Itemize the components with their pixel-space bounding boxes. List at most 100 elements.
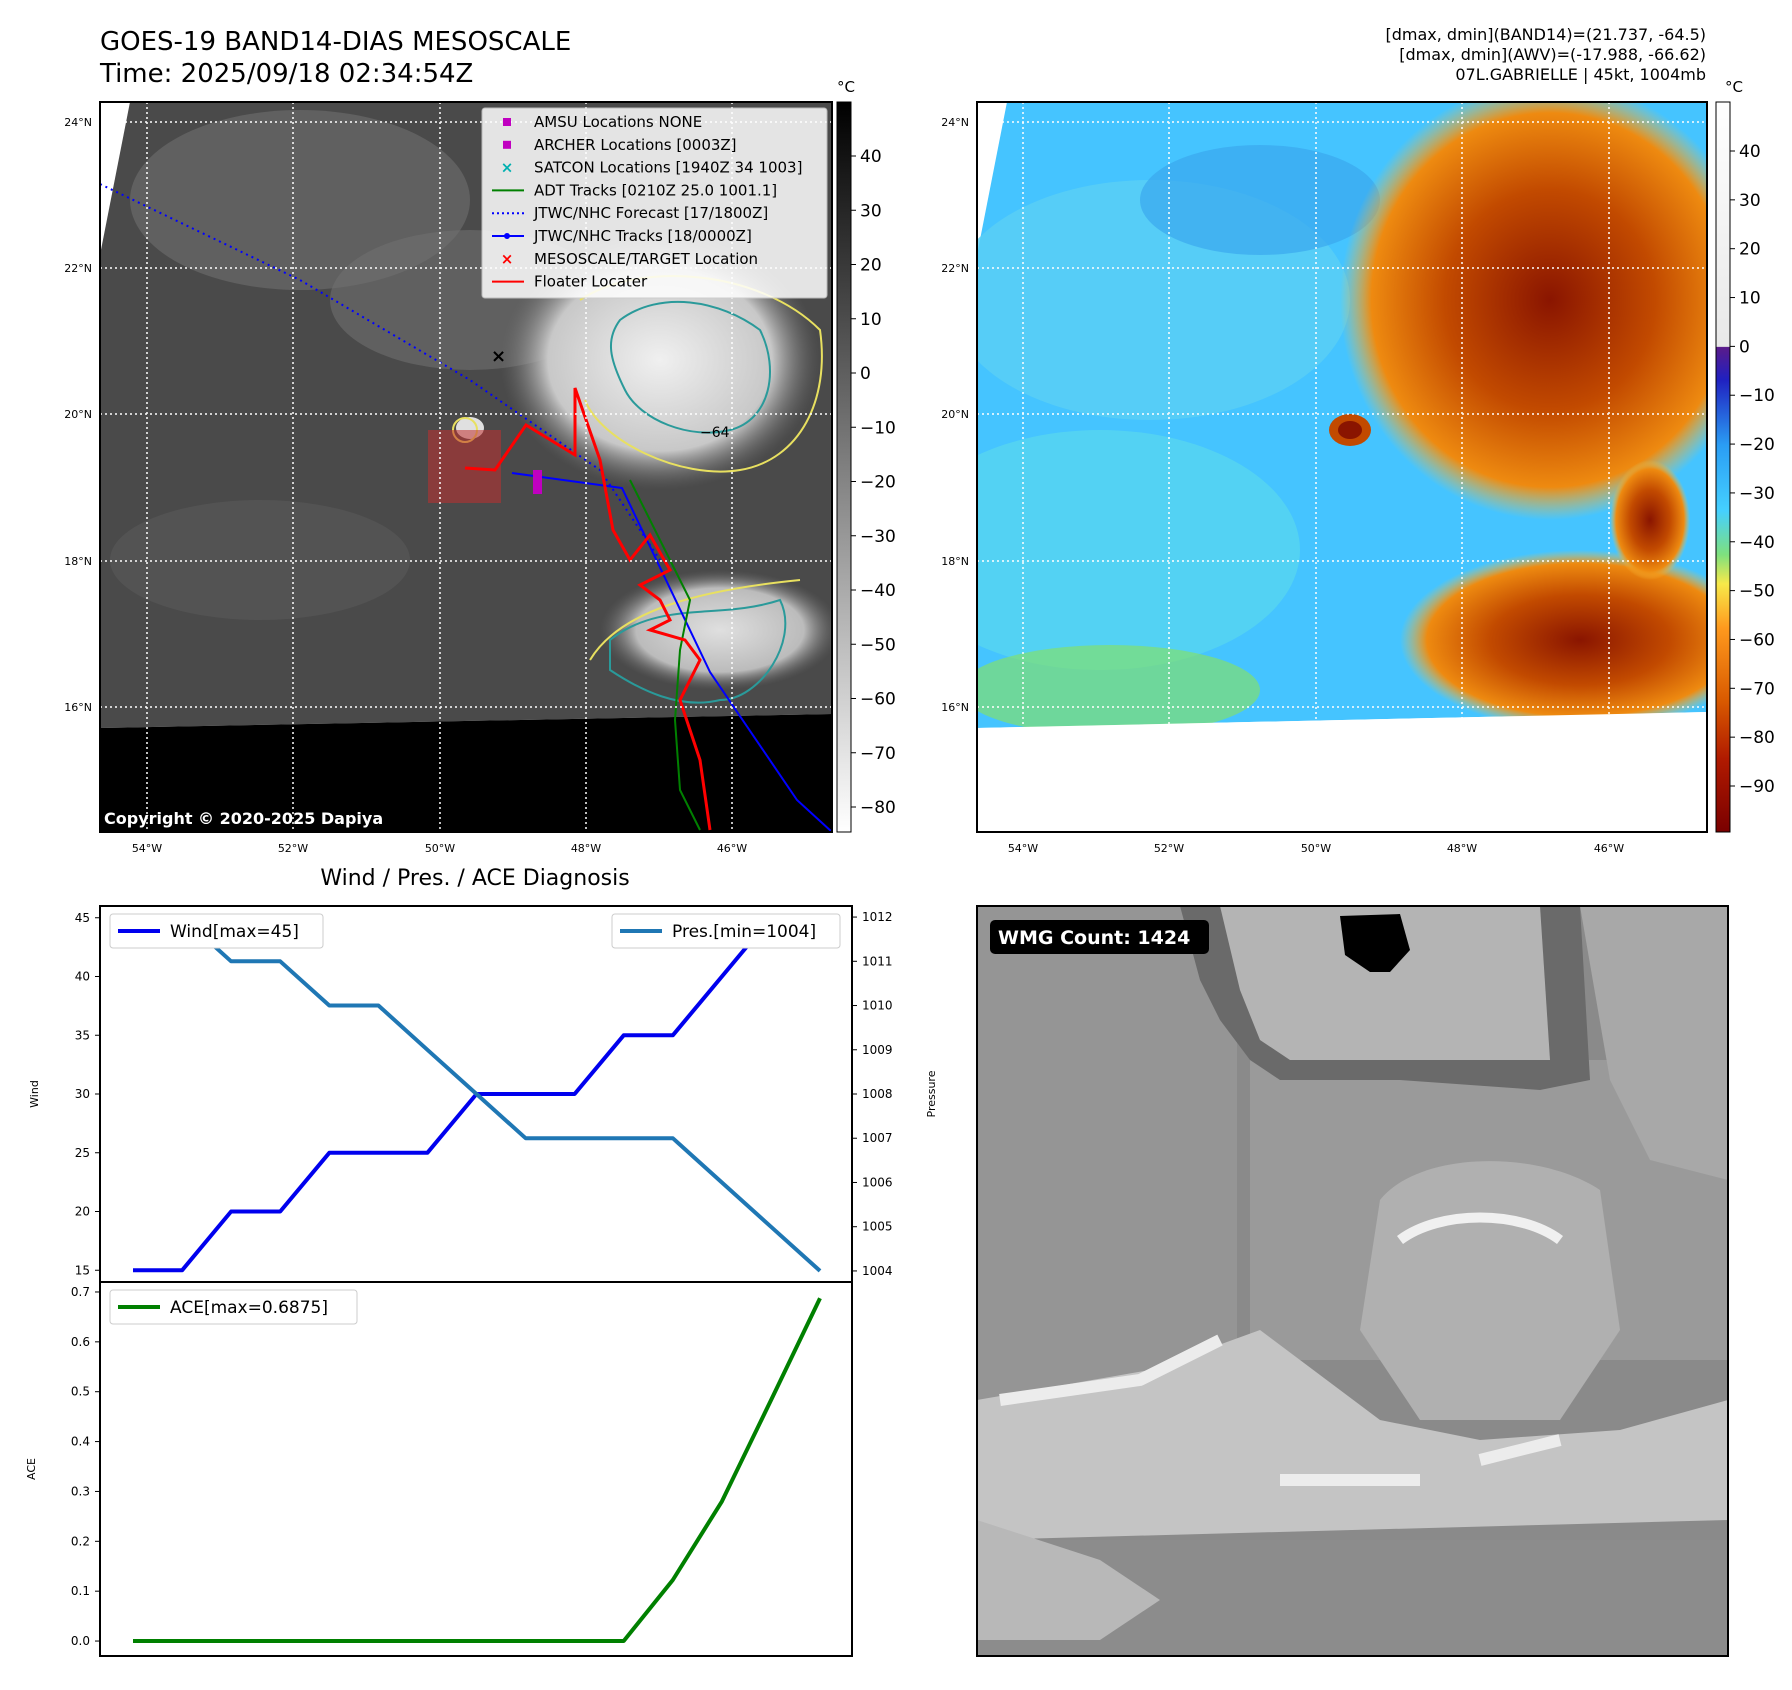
ace-legend: ACE[max=0.6875] [109, 1289, 358, 1325]
lon-label: 46°W [1594, 842, 1624, 855]
wind-pres-chart: Wind Pressure 15 20 25 30 35 40 45 1004 1005 1006… [28, 905, 938, 1283]
lon-label: 52°W [278, 842, 308, 855]
ir-colorbar-tick-label: −70 [860, 744, 896, 764]
legend-label: Floater Locater [534, 273, 648, 291]
awv-colorbar-tick-label: 20 [1739, 240, 1761, 260]
ir-colorbar-tick-label: −40 [860, 581, 896, 601]
pressure-axis-label: Pressure [925, 1070, 938, 1117]
lon-label: 52°W [1154, 842, 1184, 855]
wind-legend-label: Wind[max=45] [170, 922, 299, 942]
awv-gridlines [977, 102, 1707, 832]
y-tick-label: 40 [75, 970, 90, 984]
legend-label: JTWC/NHC Tracks [18/0000Z] [533, 227, 752, 245]
ir-colorbar-tick-label: 30 [860, 201, 882, 221]
y-tick-label: 0.5 [71, 1385, 90, 1399]
y-tick-label: 25 [75, 1146, 90, 1160]
awv-colorbar: °C 40 30 20 10 0 −10 −20 −30 −40 −50 −60 −70 −80 −90 [1715, 78, 1775, 833]
ir-colorbar-tick-label: 0 [860, 364, 871, 384]
ir-colorbar-tick-label: −30 [860, 527, 896, 547]
lon-label: 54°W [1008, 842, 1038, 855]
ir-colorbar-tick-label: −50 [860, 635, 896, 655]
awv-colorbar-tick-label: 0 [1739, 337, 1750, 357]
awv-colorbar-tick-label: −20 [1739, 435, 1775, 455]
ir-map-panel: −64 × 24°N 22°N 20°N 18°N [64, 78, 896, 855]
legend-marker-square [503, 140, 511, 149]
ir-colorbar-tick-label: −20 [860, 473, 896, 493]
lon-label: 48°W [1447, 842, 1477, 855]
y-tick-label: 20 [75, 1205, 90, 1219]
y-right-tick-label: 1012 [862, 910, 893, 924]
legend-label: JTWC/NHC Forecast [17/1800Z] [533, 204, 768, 222]
y-tick-label: 30 [75, 1087, 90, 1101]
awv-colorbar-tick-label: −30 [1739, 484, 1775, 504]
legend-label: ARCHER Locations [0003Z] [534, 136, 737, 154]
y-tick-label: 0.0 [71, 1634, 90, 1648]
awv-colorbar-tick-label: 30 [1739, 191, 1761, 211]
ir-colorbar-tick-label: −80 [860, 798, 896, 818]
wind-axis-label: Wind [28, 1080, 41, 1108]
y-tick-label: 45 [75, 911, 90, 925]
lat-label: 16°N [941, 701, 969, 714]
lon-label: 54°W [132, 842, 162, 855]
legend-label: SATCON Locations [1940Z 34 1003] [534, 159, 802, 177]
figure-title: GOES-19 BAND14-DIAS MESOSCALE [100, 27, 571, 57]
wind-legend: Wind[max=45] [109, 913, 324, 949]
y-right-tick-label: 1005 [862, 1220, 893, 1234]
pressure-legend-label: Pres.[min=1004] [672, 922, 816, 942]
adt-track [629, 479, 701, 831]
awv-colorbar-tick-label: −80 [1739, 728, 1775, 748]
y-tick-label: 0.3 [71, 1484, 90, 1498]
awv-colorbar-tick-label: −70 [1739, 679, 1775, 699]
lat-label: 24°N [941, 116, 969, 129]
ir-lon-labels: 54°W 52°W 50°W 48°W 46°W [132, 842, 747, 855]
y-right-tick-label: 1004 [862, 1264, 893, 1278]
awv-colorbar-unit: °C [1725, 78, 1743, 96]
stats-storm: 07L.GABRIELLE | 45kt, 1004mb [1455, 65, 1706, 84]
lon-label: 48°W [571, 842, 601, 855]
series-line-0 [133, 1297, 822, 1643]
legend-marker-dot [504, 233, 510, 239]
mesoscale-target-box [428, 430, 501, 503]
lat-label: 20°N [64, 408, 92, 421]
lat-label: 18°N [941, 555, 969, 568]
legend-label: ADT Tracks [0210Z 25.0 1001.1] [534, 181, 777, 199]
ir-colorbar-unit: °C [837, 78, 855, 96]
awv-colorbar-tick-label: −50 [1739, 582, 1775, 602]
y-tick-label: 0.6 [71, 1335, 90, 1349]
ace-legend-label: ACE[max=0.6875] [170, 1298, 328, 1318]
awv-lon-labels: 54°W 52°W 50°W 48°W 46°W [1008, 842, 1624, 855]
stats-awv: [dmax, dmin](AWV)=(-17.988, -66.62) [1399, 45, 1706, 64]
y-tick-label: 0.1 [71, 1584, 90, 1598]
awv-map-panel: 24°N 22°N 20°N 18°N 16°N 54°W 52°W 50°W … [941, 78, 1775, 855]
lat-label: 22°N [64, 262, 92, 275]
lon-label: 50°W [425, 842, 455, 855]
legend-marker-x: × [501, 159, 514, 177]
wmg-eye-region [1220, 906, 1550, 1060]
y-right-tick-label: 1006 [862, 1175, 893, 1189]
awv-lat-labels: 24°N 22°N 20°N 18°N 16°N [941, 116, 969, 714]
ir-lat-labels: 24°N 22°N 20°N 18°N 16°N [64, 116, 92, 714]
ir-colorbar-tick-label: −10 [860, 418, 896, 438]
lat-label: 18°N [64, 555, 92, 568]
lat-label: 24°N [64, 116, 92, 129]
mesoscale-x-marker: × [491, 346, 506, 367]
ace-chart: ACE 0.0 0.1 0.2 0.3 0.4 0.5 0.6 0.7 ACE[max=0.6… [25, 1281, 853, 1657]
lat-label: 22°N [941, 262, 969, 275]
awv-colorbar-tick-label: 40 [1739, 142, 1761, 162]
pressure-legend: Pres.[min=1004] [611, 913, 841, 949]
awv-colorbar-tick-label: 10 [1739, 289, 1761, 309]
copyright-text: Copyright © 2020-2025 Dapiya [104, 809, 383, 828]
awv-dry-region-south [1400, 550, 1707, 730]
figure-time: Time: 2025/09/18 02:34:54Z [99, 59, 473, 89]
lon-label: 50°W [1301, 842, 1331, 855]
y-right-tick-label: 1008 [862, 1087, 893, 1101]
ace-axis-label: ACE [25, 1458, 38, 1480]
y-tick-label: 0.2 [71, 1534, 90, 1548]
awv-colorbar-tick-label: −10 [1739, 386, 1775, 406]
ir-colorbar-tick-label: 40 [860, 147, 882, 167]
lat-label: 16°N [64, 701, 92, 714]
legend-label: AMSU Locations NONE [534, 113, 702, 131]
y-tick-label: 15 [75, 1263, 90, 1277]
stats-band14: [dmax, dmin](BAND14)=(21.737, -64.5) [1386, 25, 1707, 44]
